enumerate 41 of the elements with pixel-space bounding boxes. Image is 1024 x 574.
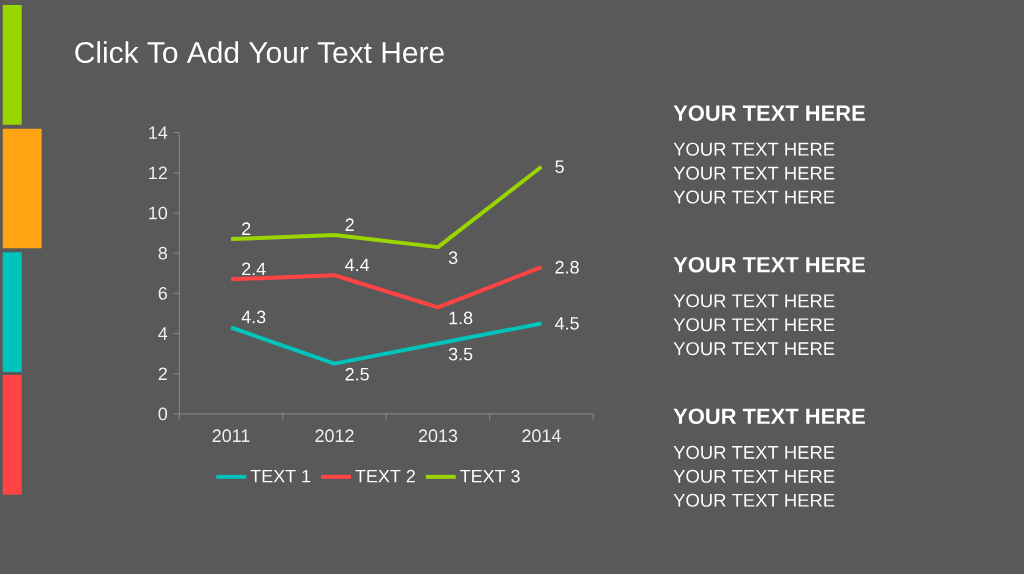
- line-series: [229, 164, 544, 249]
- y-tick-label: 4: [158, 327, 168, 340]
- y-tick-label: 12: [149, 166, 167, 179]
- y-tick-label: 6: [158, 286, 168, 300]
- annotation: 4.4: [345, 258, 370, 271]
- text: YOUR TEXT HERE: [673, 317, 835, 332]
- text: YOUR TEXT HERE: [673, 493, 835, 507]
- annotation: 1.8: [449, 311, 473, 325]
- y-tick-label: 10: [149, 206, 168, 220]
- legend-label: TEXT 3: [460, 469, 520, 483]
- text: YOUR TEXT HERE: [673, 341, 835, 355]
- annotation: 2.4: [242, 262, 266, 275]
- text: YOUR TEXT HERE: [673, 445, 835, 459]
- legend-label: TEXT 2: [355, 469, 415, 483]
- x-tick-label: 2013: [418, 429, 458, 442]
- y-tick-label: 2: [158, 367, 167, 380]
- y-tick-label: 0: [158, 407, 168, 421]
- text: YOUR TEXT HERE: [673, 408, 865, 424]
- annotation: 3: [448, 251, 458, 264]
- chart-title: Click To Add Your Text Here: [75, 40, 444, 63]
- text: YOUR TEXT HERE: [673, 142, 835, 156]
- data-label: 2.5: [345, 367, 369, 381]
- annotation: 2.8: [555, 260, 579, 274]
- annotation: 2: [242, 222, 251, 235]
- data-label: 4.3: [241, 310, 266, 324]
- y-tick-label: 14: [149, 126, 168, 139]
- text: YOUR TEXT HERE: [673, 294, 835, 308]
- text: YOUR TEXT HERE: [673, 105, 865, 121]
- legend-label: TEXT 1: [250, 469, 311, 483]
- x-tick-label: 2011: [212, 429, 250, 442]
- x-tick-label: 2014: [522, 429, 561, 442]
- text: YOUR TEXT HERE: [673, 256, 865, 273]
- data-label: 3.5: [448, 347, 473, 361]
- text: YOUR TEXT HERE: [673, 190, 835, 204]
- text: YOUR TEXT HERE: [673, 469, 835, 483]
- data-label: 4.5: [555, 316, 579, 330]
- x-tick-label: 2012: [315, 429, 354, 442]
- annotation: 5: [555, 160, 564, 173]
- annotation: 2: [345, 218, 354, 231]
- text: YOUR TEXT HERE: [673, 166, 835, 180]
- y-tick-label: 8: [158, 246, 168, 260]
